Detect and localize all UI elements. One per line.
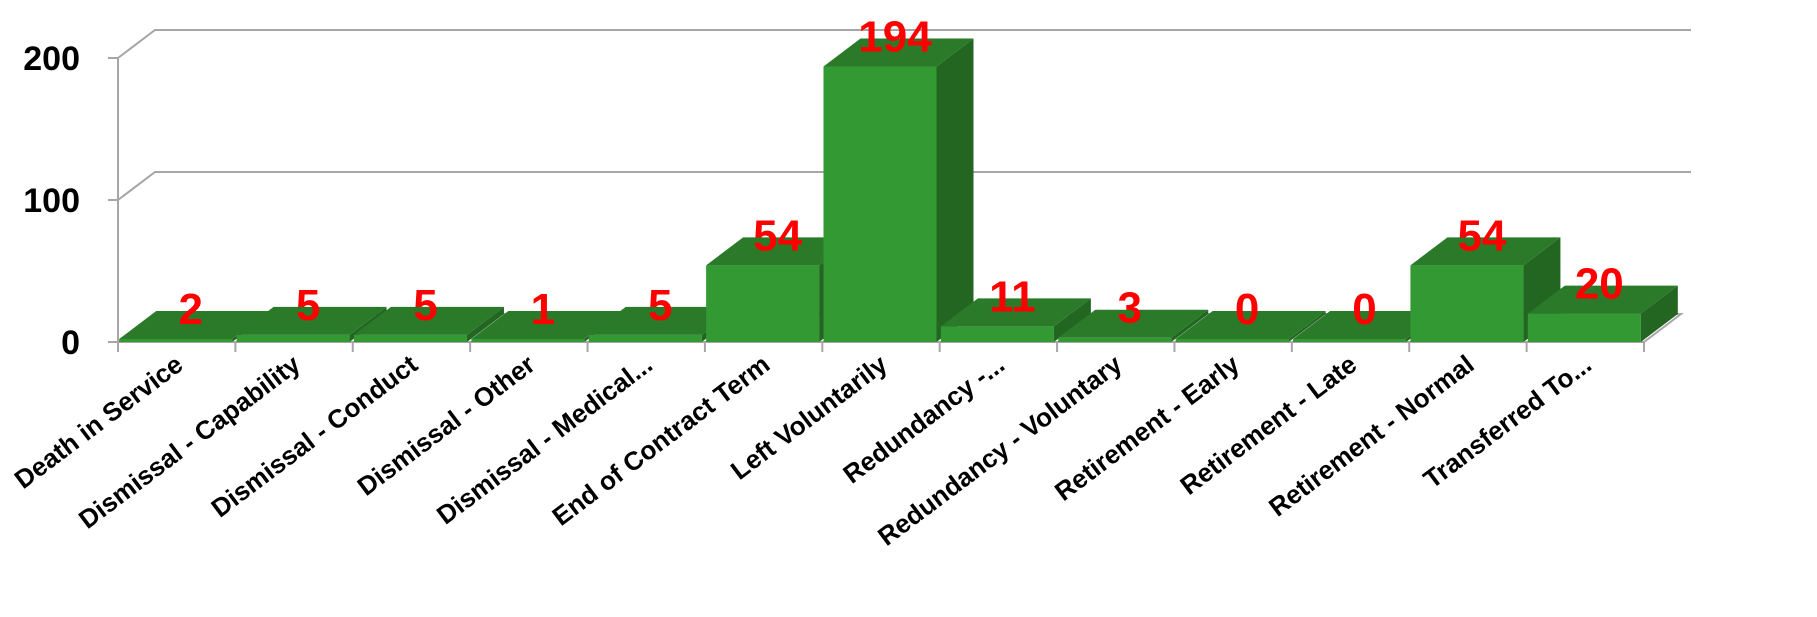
bar-front (823, 66, 937, 343)
x-tick-label: Dismissal - Medical... (431, 349, 658, 530)
x-tick-label: Dismissal - Capability (73, 349, 306, 535)
data-label: 194 (858, 13, 932, 62)
bar (1527, 285, 1678, 342)
bar-top (353, 306, 504, 335)
data-label: 1 (531, 285, 555, 334)
y-tick-label: 0 (61, 324, 80, 362)
bar (1058, 309, 1209, 342)
bars (119, 38, 1678, 343)
bar-side (1288, 311, 1326, 342)
x-tick-label: Dismissal - Conduct (205, 349, 423, 524)
bar (823, 38, 974, 343)
bar (1410, 237, 1561, 342)
bar-side (1171, 309, 1209, 342)
bar-top (1527, 285, 1678, 314)
bar-top (588, 306, 739, 335)
x-tick-label: End of Contract Term (546, 349, 775, 532)
data-label: 3 (1118, 284, 1142, 333)
data-label: 5 (413, 281, 437, 330)
bar-top (706, 237, 857, 266)
y-tick-label: 100 (23, 182, 80, 220)
data-label: 54 (753, 211, 802, 260)
bar-front (1410, 265, 1524, 342)
bar-front (353, 334, 467, 342)
x-tick-label: Retirement - Normal (1263, 349, 1480, 523)
bar-front (588, 334, 702, 342)
bar-front (1058, 337, 1172, 342)
data-label: 5 (296, 281, 320, 330)
data-label: 0 (1352, 285, 1376, 334)
bar-front (1527, 313, 1641, 342)
bar-top (119, 311, 270, 339)
bar (1175, 311, 1326, 342)
bar-front (471, 339, 585, 342)
data-label: 20 (1575, 260, 1624, 309)
data-label: 5 (648, 281, 672, 330)
bar-top (1410, 237, 1561, 266)
bar-side (466, 306, 504, 342)
data-labels: 2 5 5 1 5 54 194 11 3 0 0 54 20 (178, 13, 1623, 334)
bar-side (1640, 285, 1678, 342)
y-tick-label: 200 (23, 40, 80, 78)
bar-front (706, 265, 820, 342)
bar-top (1058, 309, 1209, 338)
bar-front (940, 326, 1054, 342)
bar-top (471, 311, 622, 339)
bar-front (1293, 339, 1407, 342)
bar-top (940, 298, 1091, 327)
data-label: 0 (1235, 285, 1259, 334)
data-label: 2 (178, 285, 202, 334)
y-axis-tick-labels: 0 100 200 (23, 40, 80, 362)
bar-top (823, 38, 974, 67)
gridline (117, 29, 1691, 59)
data-label: 11 (989, 272, 1036, 321)
bar-side (1053, 298, 1091, 342)
data-label: 54 (1457, 211, 1506, 260)
bar-front (236, 334, 350, 342)
bar-top (1293, 311, 1444, 339)
bar-top (1175, 311, 1326, 339)
bar (940, 298, 1091, 342)
bar-front (1175, 339, 1289, 342)
bar-side (936, 38, 974, 343)
gridline (117, 171, 1691, 201)
bar-front (119, 339, 233, 342)
bar (353, 306, 504, 342)
bar-top (236, 306, 387, 335)
